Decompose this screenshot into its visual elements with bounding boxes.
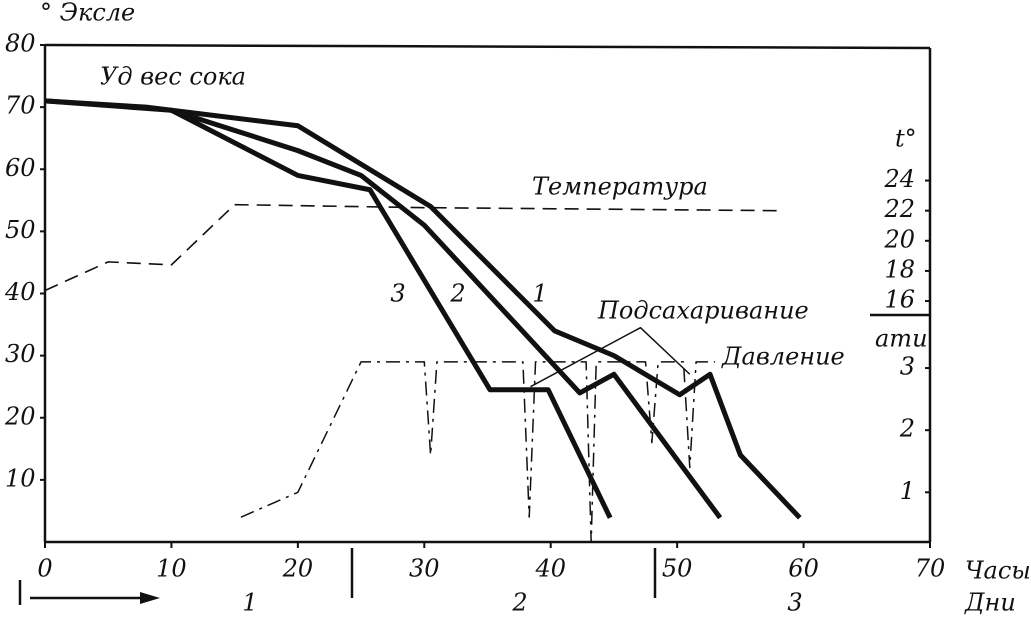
x-tick-label: 40 [534, 555, 566, 583]
y-tick-label: 20 [4, 402, 36, 430]
y-tick-label: 10 [5, 464, 36, 492]
x-tick-label: 0 [37, 555, 52, 583]
top-border [44, 43, 931, 50]
series-line [240, 361, 716, 543]
day-label: 3 [787, 589, 802, 617]
series-line [530, 326, 691, 388]
series-label: 1 [532, 280, 547, 308]
x-tick-label: 10 [156, 555, 187, 583]
y2-tick-label: 18 [884, 255, 915, 283]
y2-tick-label: 24 [883, 165, 915, 193]
annotation: Уд вес сока [100, 63, 246, 91]
x-axis-label: Часы [965, 557, 1031, 585]
series-line [44, 203, 779, 292]
y3-tick-label: 2 [899, 415, 915, 443]
series-label: 2 [449, 280, 465, 308]
x-tick-label: 70 [915, 555, 946, 583]
x-tick-label: 30 [409, 555, 440, 583]
y-tick-label: 30 [5, 340, 36, 368]
y3-tick-label: 3 [900, 353, 915, 381]
x-tick-label: 20 [282, 555, 314, 583]
series-label: 3 [390, 280, 405, 308]
y2-tick-label: 16 [884, 286, 915, 314]
annotation: Температура [532, 173, 708, 201]
y-axis-label: ° Эксле [40, 0, 135, 27]
y2-tick-label: 22 [883, 195, 915, 223]
y-tick-label: 70 [5, 92, 36, 120]
day-label: 2 [511, 589, 527, 617]
annotation: Подсахаривание [597, 297, 809, 325]
y-tick-label: 40 [4, 278, 36, 306]
y3-axis-label: ати [875, 325, 928, 353]
day-arrow-head [140, 592, 160, 604]
x-tick-label: 50 [662, 555, 693, 583]
y2-tick-label: 20 [883, 225, 915, 253]
y-tick-label: 80 [5, 30, 36, 58]
day-label: 1 [242, 589, 257, 617]
series-line [170, 108, 613, 519]
y3-tick-label: 1 [900, 477, 915, 505]
y2-axis-label: t° [895, 125, 917, 153]
y-tick-label: 60 [5, 154, 36, 182]
annotation: Давление [721, 343, 845, 371]
x2-axis-label: Дни [964, 589, 1016, 617]
series-line [44, 98, 723, 520]
x-tick-label: 60 [788, 555, 819, 583]
y-tick-label: 50 [5, 216, 36, 244]
